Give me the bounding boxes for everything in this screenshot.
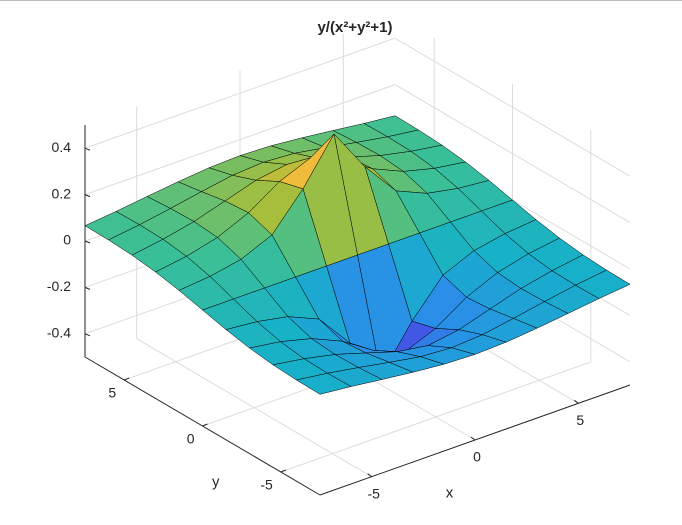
plot <box>84 33 631 496</box>
x-tick-label: 5 <box>576 412 584 428</box>
z-tick <box>84 194 91 198</box>
y-tick-label: -5 <box>260 477 273 493</box>
z-tick <box>84 147 91 151</box>
x-tick-label: -5 <box>367 485 380 501</box>
chart-title: y/(x²+y²+1) <box>317 19 392 36</box>
grid-line <box>394 84 631 224</box>
y-tick <box>280 469 287 473</box>
x-tick-label: 0 <box>473 449 481 465</box>
grid-line <box>84 84 396 196</box>
y-tick <box>123 377 130 381</box>
y-axis-label: y <box>212 474 220 491</box>
grid-line <box>394 37 631 177</box>
surface-patch <box>295 372 352 395</box>
y-tick-label: 5 <box>108 385 116 401</box>
z-tick-label: 0.2 <box>52 185 72 201</box>
x-axis-label: x <box>446 484 454 501</box>
z-tick <box>84 286 91 290</box>
z-tick-label: -0.2 <box>47 278 71 294</box>
z-tick <box>84 333 91 337</box>
labels: -5 0 5 -5 0 5 -0.4 -0.2 0 0.2 0.4 x y <box>47 139 585 502</box>
z-tick-label: -0.4 <box>47 325 71 341</box>
z-tick-label: 0.4 <box>52 139 72 155</box>
grid-line <box>84 37 396 149</box>
x-tick <box>470 436 476 441</box>
x-tick <box>574 399 579 404</box>
z-tick <box>84 240 91 244</box>
x-tick <box>367 473 372 478</box>
y-tick-label: 0 <box>187 431 195 447</box>
grid-line <box>280 361 592 473</box>
z-tick-label: 0 <box>63 232 71 248</box>
y-tick <box>202 423 208 427</box>
